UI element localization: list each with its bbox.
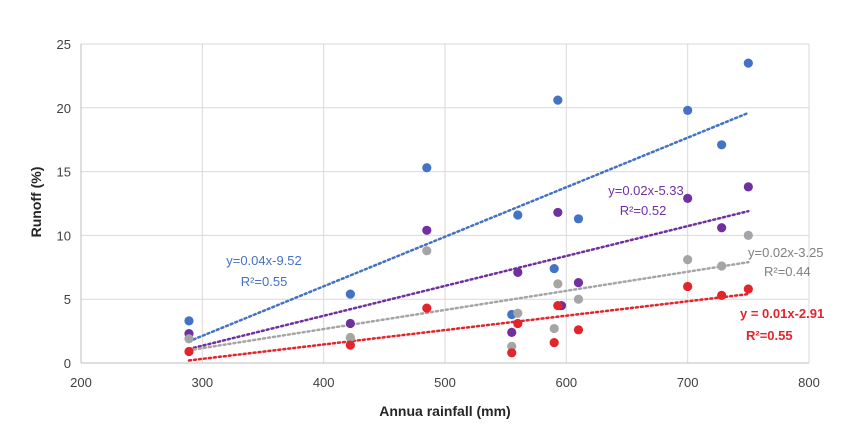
axes (80, 44, 809, 364)
trend-equation: y=0.02x-5.33 (608, 183, 684, 198)
data-point (743, 284, 753, 294)
trend-annotations: y=0.04x-9.52 R²=0.55 y=0.02x-5.33 R²=0.52 y=… (226, 183, 824, 343)
trendline-2 (187, 260, 750, 352)
data-point (513, 318, 523, 329)
x-tick-labels: 200 300 400 500 600 700 800 (70, 375, 820, 390)
x-tick-label: 800 (798, 375, 820, 390)
data-point (422, 303, 432, 313)
data-point (683, 105, 693, 115)
trendline-0 (187, 111, 750, 343)
data-point (573, 278, 584, 288)
data-point (345, 318, 355, 329)
trend-r2: R²=0.55 (746, 328, 793, 343)
trend-lines (187, 111, 750, 362)
data-point (683, 193, 693, 203)
grid-lines (81, 43, 810, 363)
x-axis-title: Annua rainfall (mm) (379, 403, 510, 419)
trendline-3 (187, 292, 750, 362)
trend-equation: y=0.02x-3.25 (748, 245, 824, 260)
y-tick-labels: 0 5 10 15 20 25 (57, 37, 71, 371)
x-tick-label: 500 (434, 375, 456, 390)
data-point (573, 214, 584, 224)
y-axis-title: Runoff (%) (28, 167, 44, 238)
data-point (345, 340, 355, 350)
y-tick-label: 0 (64, 356, 71, 371)
data-point (513, 210, 523, 220)
data-point (422, 225, 432, 235)
data-point (743, 58, 753, 68)
data-point (184, 334, 194, 344)
data-point (717, 223, 727, 233)
x-tick-label: 700 (677, 375, 699, 390)
trend-r2: R²=0.52 (620, 203, 667, 218)
data-point (513, 308, 523, 318)
trend-equation: y=0.04x-9.52 (226, 253, 302, 268)
data-point (422, 163, 432, 173)
data-point (553, 300, 563, 311)
x-tick-label: 300 (191, 375, 213, 390)
data-point (717, 290, 727, 300)
data-point (422, 246, 432, 256)
data-point (553, 279, 563, 289)
data-point (184, 316, 194, 326)
data-point (717, 140, 727, 150)
data-point (549, 337, 559, 348)
data-point (573, 294, 584, 304)
trend-equation: y = 0.01x-2.91 (740, 306, 824, 321)
data-point (743, 182, 753, 192)
y-tick-label: 10 (57, 228, 71, 243)
data-point (513, 267, 523, 278)
data-points (184, 58, 753, 358)
y-tick-label: 5 (64, 292, 71, 307)
data-point (345, 289, 355, 299)
x-tick-label: 400 (313, 375, 335, 390)
data-point (507, 341, 517, 352)
data-point (345, 332, 355, 343)
x-tick-label: 200 (70, 375, 92, 390)
data-point (553, 207, 563, 218)
y-tick-label: 25 (57, 37, 71, 52)
data-point (507, 327, 517, 337)
trend-r2: R²=0.55 (241, 274, 288, 289)
data-point (573, 325, 584, 335)
data-point (549, 263, 559, 274)
x-tick-label: 600 (555, 375, 577, 390)
data-point (683, 255, 693, 265)
y-tick-label: 15 (57, 165, 71, 180)
y-tick-label: 20 (57, 101, 71, 116)
trendline-1 (187, 209, 750, 351)
data-point (553, 95, 563, 105)
trend-r2: R²=0.44 (764, 264, 811, 279)
data-point (549, 323, 559, 334)
data-point (184, 346, 194, 357)
data-point (507, 348, 517, 358)
data-point (683, 281, 693, 292)
data-point (743, 230, 753, 240)
data-point (717, 261, 727, 271)
